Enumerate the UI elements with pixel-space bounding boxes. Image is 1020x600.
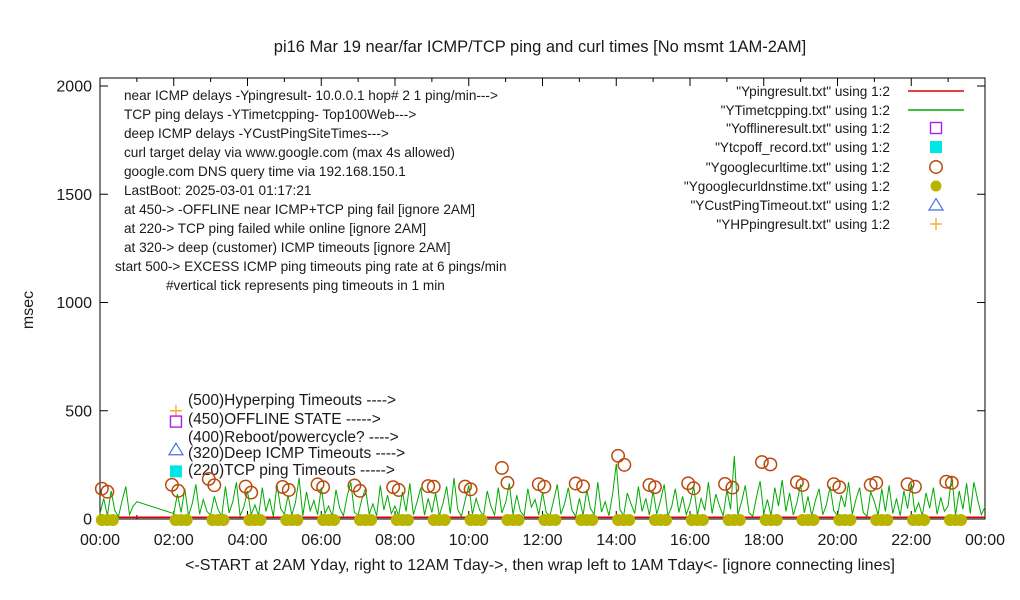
y-tick-label: 500: [65, 403, 92, 420]
threshold-labels: (500)Hyperping Timeouts ----> (450)OFFLI…: [188, 392, 405, 479]
y-tick-label: 1500: [56, 187, 92, 204]
legend-samples: [908, 90, 964, 230]
annotation-vertical-tick: #vertical tick represents ping timeouts …: [166, 278, 445, 293]
annotation-lastboot: LastBoot: 2025-03-01 01:17:21: [124, 183, 311, 198]
y-tick-label: 0: [83, 512, 92, 529]
threshold-label-400: (400)Reboot/powercycle? ---->: [188, 429, 399, 446]
x-tick-label: 06:00: [301, 532, 341, 549]
annotation-tcp-ping: TCP ping delays -YTimetcpping- Top100Web…: [124, 107, 416, 122]
x-tick-label: 18:00: [744, 532, 784, 549]
legend-label-ytimetcpping: "YTimetcpping.txt" using 1:2: [721, 103, 890, 118]
y-tick-label: 2000: [56, 79, 92, 96]
legend-label-ycustpingtimeout: "YCustPingTimeout.txt" using 1:2: [690, 198, 890, 213]
x-tick-label: 20:00: [817, 532, 857, 549]
series-tcp-ping-line: [99, 456, 986, 519]
legend-label-ygooglecurltime: "Ygooglecurltime.txt" using 1:2: [706, 160, 890, 175]
annotation-start-500: start 500-> EXCESS ICMP ping timeouts pi…: [115, 259, 507, 274]
annotation-dns-query: google.com DNS query time via 192.168.15…: [124, 164, 406, 179]
annotation-at-220: at 220-> TCP ping failed while online [i…: [124, 221, 426, 236]
legend-label-yhppingresult: "YHPpingresult.txt" using 1:2: [716, 217, 890, 232]
x-tick-label: 04:00: [227, 532, 267, 549]
threshold-label-220: (220)TCP ping Timeouts ----->: [188, 462, 395, 479]
threshold-label-320: (320)Deep ICMP Timeouts ---->: [188, 445, 405, 462]
y-axis-label: msec: [20, 291, 37, 329]
x-tick-label: 22:00: [891, 532, 931, 549]
threshold-label-450: (450)OFFLINE STATE ----->: [188, 411, 381, 428]
series-dns-dots: [95, 514, 968, 526]
legend-label-ygooglecurldnstime: "Ygooglecurldnstime.txt" using 1:2: [684, 179, 890, 194]
annotation-at-450: at 450-> -OFFLINE near ICMP+TCP ping fai…: [124, 202, 475, 217]
x-tick-label: 02:00: [154, 532, 194, 549]
legend-label-ytcpoff-record: "Ytcpoff_record.txt" using 1:2: [715, 140, 890, 155]
legend-label-ypingresult: "Ypingresult.txt" using 1:2: [736, 84, 890, 99]
x-tick-label: 14:00: [596, 532, 636, 549]
axis-tick-labels: 0 500 1000 1500 2000 00:00 02:00 04:00 06:00 08:0…: [56, 79, 1005, 550]
series-curl-circles: [94, 448, 959, 500]
threshold-markers: [167, 404, 185, 478]
annotation-deep-icmp: deep ICMP delays -YCustPingSiteTimes--->: [124, 126, 389, 141]
annotation-at-320: at 320-> deep (customer) ICMP timeouts […: [124, 240, 451, 255]
legend: "Ypingresult.txt" using 1:2 "YTimetcppin…: [684, 84, 890, 232]
annotation-curl-target: curl target delay via www.google.com (ma…: [124, 145, 455, 160]
annotation-near-icmp: near ICMP delays -Ypingresult- 10.0.0.1 …: [124, 88, 498, 103]
x-tick-label: 12:00: [522, 532, 562, 549]
x-tick-label: 00:00: [80, 532, 120, 549]
plot-annotations: near ICMP delays -Ypingresult- 10.0.0.1 …: [115, 88, 507, 293]
x-tick-label: 16:00: [670, 532, 710, 549]
chart-title: pi16 Mar 19 near/far ICMP/TCP ping and c…: [274, 38, 806, 56]
x-tick-label: 00:00: [965, 532, 1005, 549]
x-axis-caption: <-START at 2AM Yday, right to 12AM Tday-…: [185, 557, 895, 574]
x-tick-label: 10:00: [449, 532, 489, 549]
y-tick-label: 1000: [56, 295, 92, 312]
legend-label-yofflineresult: "Yofflineresult.txt" using 1:2: [726, 121, 890, 136]
threshold-label-500: (500)Hyperping Timeouts ---->: [188, 392, 396, 409]
x-tick-label: 08:00: [375, 532, 415, 549]
